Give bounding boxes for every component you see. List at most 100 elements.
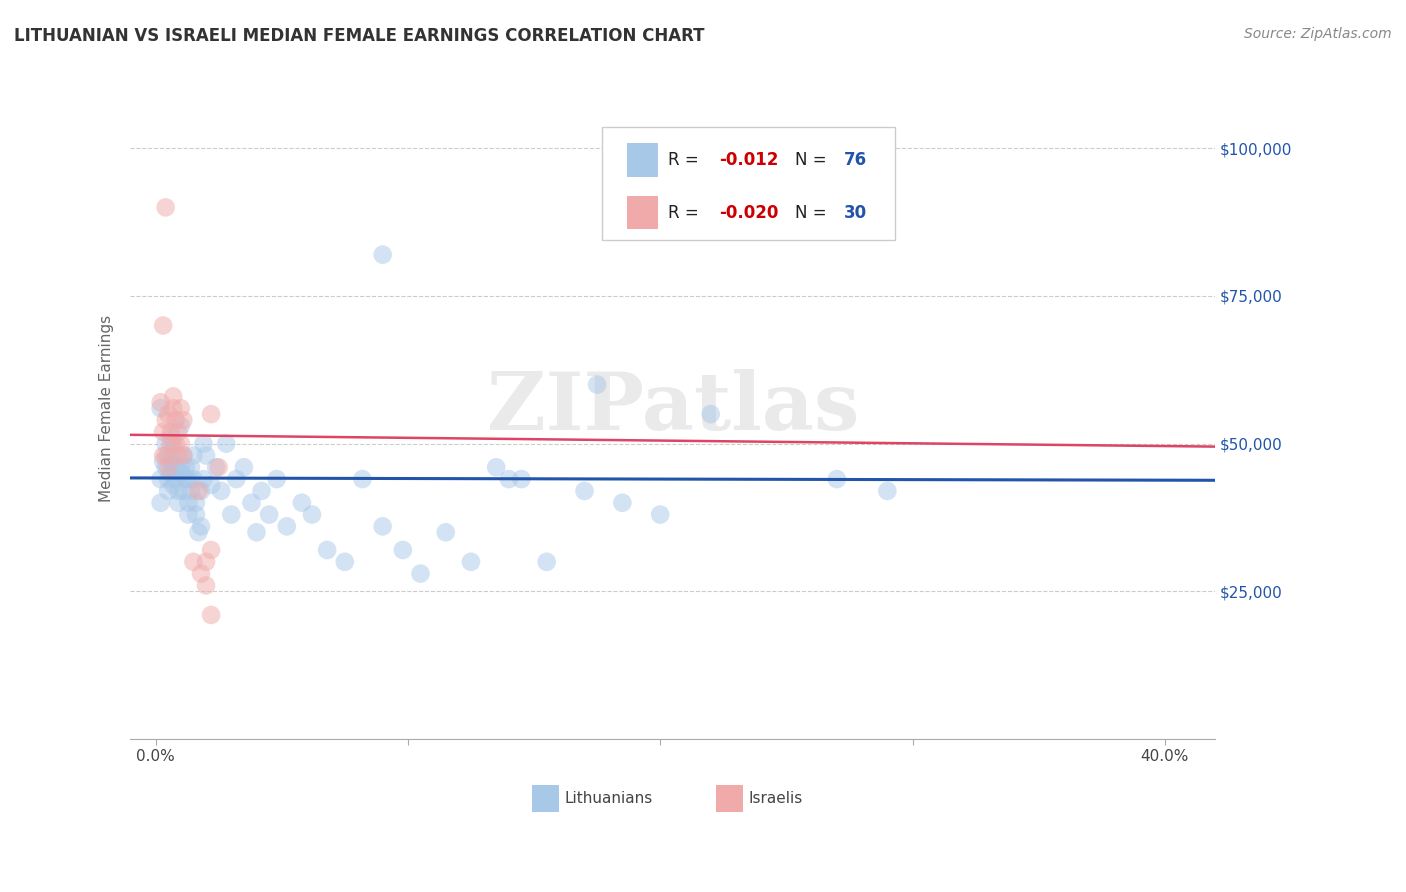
Point — [574, 483, 596, 498]
Point — [371, 519, 394, 533]
Point — [510, 472, 533, 486]
Bar — [716, 785, 744, 812]
Point — [187, 525, 209, 540]
Point — [180, 483, 202, 498]
Point — [825, 472, 848, 486]
Point — [157, 472, 180, 486]
Point — [152, 454, 174, 468]
Point — [159, 454, 181, 468]
Point — [157, 407, 180, 421]
Point — [152, 318, 174, 333]
Point — [157, 483, 180, 498]
Point — [485, 460, 508, 475]
Point — [699, 407, 721, 421]
Point — [195, 555, 218, 569]
Point — [184, 508, 207, 522]
Point — [162, 460, 184, 475]
Point — [149, 496, 172, 510]
Text: R =: R = — [668, 204, 704, 222]
Point — [167, 496, 190, 510]
Point — [266, 472, 288, 486]
Point — [183, 555, 205, 569]
Point — [190, 519, 212, 533]
Point — [155, 449, 177, 463]
Text: R =: R = — [668, 151, 704, 169]
Point — [152, 449, 174, 463]
Text: Lithuanians: Lithuanians — [564, 791, 652, 806]
Point — [165, 472, 187, 486]
Point — [245, 525, 267, 540]
Point — [193, 472, 215, 486]
Point — [195, 449, 218, 463]
Point — [174, 472, 197, 486]
Point — [152, 425, 174, 439]
Point — [183, 472, 205, 486]
Point — [536, 555, 558, 569]
Text: -0.020: -0.020 — [720, 204, 779, 222]
FancyBboxPatch shape — [602, 127, 896, 240]
Point — [177, 496, 200, 510]
Point — [205, 460, 228, 475]
Point — [215, 436, 238, 450]
Text: -0.012: -0.012 — [720, 151, 779, 169]
Point — [172, 449, 194, 463]
Point — [498, 472, 520, 486]
Point — [172, 413, 194, 427]
Point — [172, 483, 194, 498]
Point — [170, 460, 193, 475]
Point — [174, 460, 197, 475]
Text: 30: 30 — [844, 204, 868, 222]
Point — [170, 436, 193, 450]
Point — [177, 472, 200, 486]
Text: N =: N = — [796, 204, 832, 222]
Point — [177, 508, 200, 522]
Point — [187, 483, 209, 498]
Point — [172, 449, 194, 463]
Point — [149, 401, 172, 416]
Bar — [627, 144, 658, 177]
Point — [155, 413, 177, 427]
Point — [612, 496, 634, 510]
Point — [170, 419, 193, 434]
Point — [180, 460, 202, 475]
Point — [586, 377, 609, 392]
Point — [276, 519, 298, 533]
Point — [149, 472, 172, 486]
Point — [167, 483, 190, 498]
Point — [159, 431, 181, 445]
Point — [291, 496, 314, 510]
Point — [409, 566, 432, 581]
Bar — [627, 196, 658, 229]
Point — [232, 460, 254, 475]
Point — [162, 401, 184, 416]
Text: ZIPatlas: ZIPatlas — [486, 369, 859, 447]
Text: Israelis: Israelis — [749, 791, 803, 806]
Point — [162, 478, 184, 492]
Point — [219, 508, 242, 522]
Point — [165, 436, 187, 450]
Point — [170, 401, 193, 416]
Point — [208, 460, 231, 475]
Point — [155, 436, 177, 450]
Point — [250, 483, 273, 498]
Point — [200, 478, 222, 492]
Bar — [531, 785, 560, 812]
Point — [170, 466, 193, 480]
Point — [157, 460, 180, 475]
Point — [162, 436, 184, 450]
Point — [392, 543, 415, 558]
Text: 76: 76 — [844, 151, 868, 169]
Point — [209, 483, 232, 498]
Point — [149, 395, 172, 409]
Point — [183, 449, 205, 463]
Point — [155, 460, 177, 475]
Point — [159, 425, 181, 439]
Text: Source: ZipAtlas.com: Source: ZipAtlas.com — [1244, 27, 1392, 41]
Point — [460, 555, 482, 569]
Point — [155, 201, 177, 215]
Point — [200, 607, 222, 622]
Y-axis label: Median Female Earnings: Median Female Earnings — [100, 315, 114, 502]
Point — [876, 483, 898, 498]
Point — [184, 496, 207, 510]
Point — [190, 566, 212, 581]
